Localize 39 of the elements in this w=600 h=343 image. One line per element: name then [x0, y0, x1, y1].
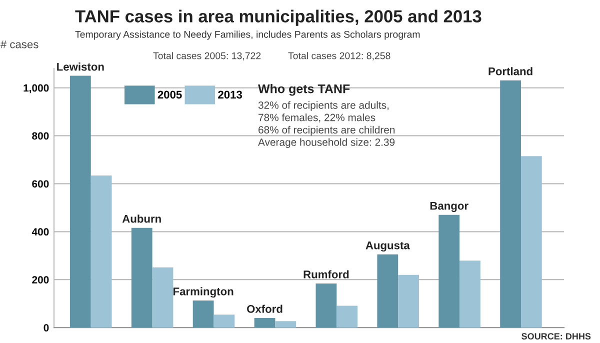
- legend-label: 2013: [218, 90, 242, 99]
- y-tick-label: 0: [44, 324, 49, 332]
- bar: [275, 321, 296, 328]
- text: Total cases 2005: 13,722: [153, 52, 261, 60]
- chart-subtitle: Temporary Assistance to Needy Families, includes Parents as Scholars program: [75, 30, 420, 40]
- y-tick-label: 200: [32, 276, 49, 284]
- x-tick-label: Lewiston: [57, 62, 104, 71]
- bar: [70, 76, 91, 328]
- bar: [214, 314, 235, 328]
- x-tick-label: Rumford: [304, 270, 349, 278]
- y-tick-label: 1,000: [24, 84, 49, 94]
- bar: [398, 274, 419, 328]
- x-tick-label: Farmington: [174, 287, 234, 298]
- text: Total cases 2012: 8,258: [288, 52, 390, 60]
- x-tick-label: Bangor: [430, 202, 468, 212]
- bar: [90, 176, 112, 328]
- y-axis-title: # cases: [0, 40, 38, 48]
- bar: [152, 267, 174, 328]
- annotation: Who gets TANF 32% of recipients are adults, 78% females, 22% males 68% of recipients are children Average household size: 2.39: [258, 84, 395, 148]
- y-tick-label: 800: [32, 132, 49, 140]
- bar: [520, 156, 542, 328]
- x-tick-label: Oxford: [247, 304, 282, 313]
- bar: [500, 80, 521, 328]
- bar: [460, 260, 480, 328]
- x-tick-label: Augusta: [366, 242, 410, 252]
- bar: [336, 306, 358, 328]
- x-tick-label: Auburn: [122, 214, 161, 223]
- bar: [192, 300, 214, 328]
- y-tick-label: 400: [32, 228, 49, 236]
- bar: [254, 318, 276, 328]
- bar: [131, 228, 152, 328]
- bar: [377, 254, 398, 328]
- source-note: SOURCE: DHHS: [522, 333, 591, 340]
- bar: [438, 214, 460, 328]
- bar: [316, 283, 337, 328]
- legend-label: 2005: [158, 90, 182, 99]
- chart-title: TANF cases in area municipalities, 2005 and 2013: [75, 10, 482, 26]
- x-tick-label: Portland: [488, 67, 532, 76]
- y-tick-label: 600: [32, 180, 49, 188]
